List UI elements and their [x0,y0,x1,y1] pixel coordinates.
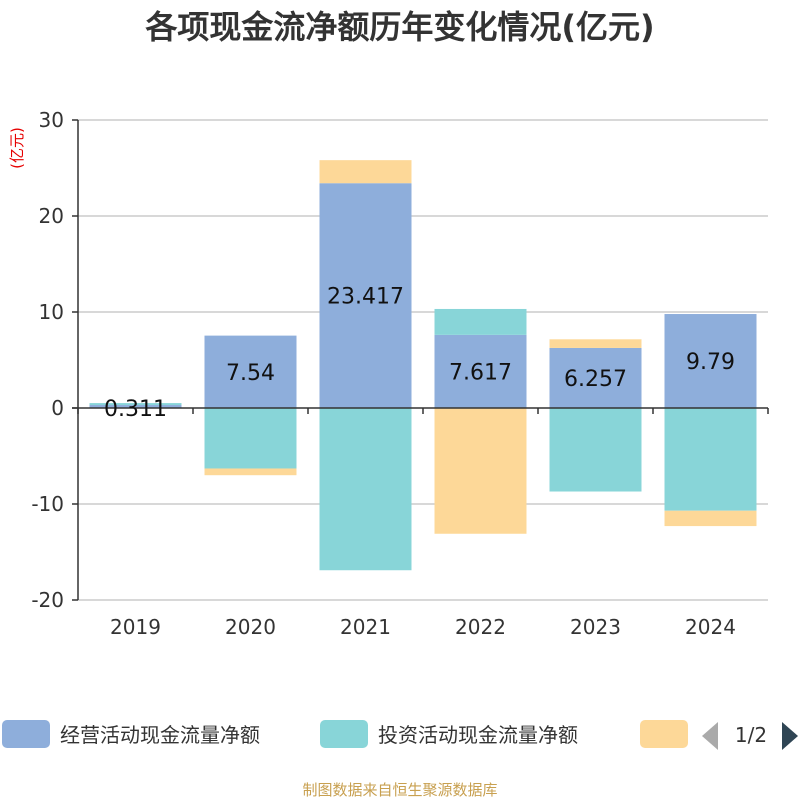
x-axis-ticks: 2019 2020 2021 2022 2023 2024 [110,615,736,639]
x-tick-label: 2023 [570,615,621,639]
bar-2020-series-0 [204,335,297,408]
y-tick-label: 0 [51,396,64,420]
bar-2021-series-0 [319,183,412,408]
bar-2021-series-1 [319,408,412,571]
gridlines [78,119,768,601]
legend-label[interactable]: 经营活动现金流量净额 [60,723,260,747]
legend-next-icon[interactable] [782,722,798,750]
bar-2022-series-0 [434,334,527,408]
x-tick-label: 2024 [685,615,736,639]
legend-page-indicator: 1/2 [735,723,767,747]
x-tick-label: 2020 [225,615,276,639]
legend: 经营活动现金流量净额 投资活动现金流量净额 1/2 [2,720,798,750]
y-tick-label: 20 [39,204,64,228]
bar-2021-series-2 [319,160,412,184]
data-label-2021: 23.417 [327,285,404,310]
bar-2023-series-1 [549,408,642,492]
y-tick-label: -20 [31,588,64,612]
legend-swatch-0[interactable] [2,720,50,748]
x-tick-label: 2019 [110,615,161,639]
bar-2020-series-2 [204,468,297,476]
data-label-2020: 7.54 [226,361,275,386]
y-axis-ticks: 30 20 10 0 -10 -20 [31,108,64,612]
y-axis-unit: (亿元) [8,127,26,169]
bar-2020-series-1 [204,408,297,469]
bar-2019-series-1 [89,403,182,406]
y-tick-label: 10 [39,300,64,324]
legend-prev-icon[interactable] [702,722,718,750]
axes [72,119,769,601]
legend-swatch-2[interactable] [640,720,688,748]
bar-2019-series-0 [89,405,182,408]
legend-swatch-1[interactable] [320,720,368,748]
bar-2024-series-2 [664,510,757,527]
legend-label[interactable]: 投资活动现金流量净额 [378,723,578,747]
y-tick-label: 30 [39,108,64,132]
bar-2024-series-1 [664,408,757,511]
chart-title: 各项现金流净额历年变化情况(亿元) [145,8,654,46]
bar-2022-series-2 [434,408,527,534]
data-label-2022: 7.617 [449,360,512,385]
data-labels: 0.311 7.54 23.417 7.617 6.257 9.79 [104,285,735,422]
y-tick-label: -10 [31,492,64,516]
bars [89,160,757,571]
data-label-2019: 0.311 [104,397,167,422]
x-tick-label: 2021 [340,615,391,639]
data-label-2023: 6.257 [564,367,627,392]
data-label-2024: 9.79 [686,350,735,375]
bar-2022-series-1 [434,308,527,335]
bar-2024-series-0 [664,314,757,408]
source-note: 制图数据来自恒生聚源数据库 [302,781,497,799]
bar-2023-series-2 [549,339,642,348]
bar-2023-series-0 [549,347,642,408]
x-tick-label: 2022 [455,615,506,639]
